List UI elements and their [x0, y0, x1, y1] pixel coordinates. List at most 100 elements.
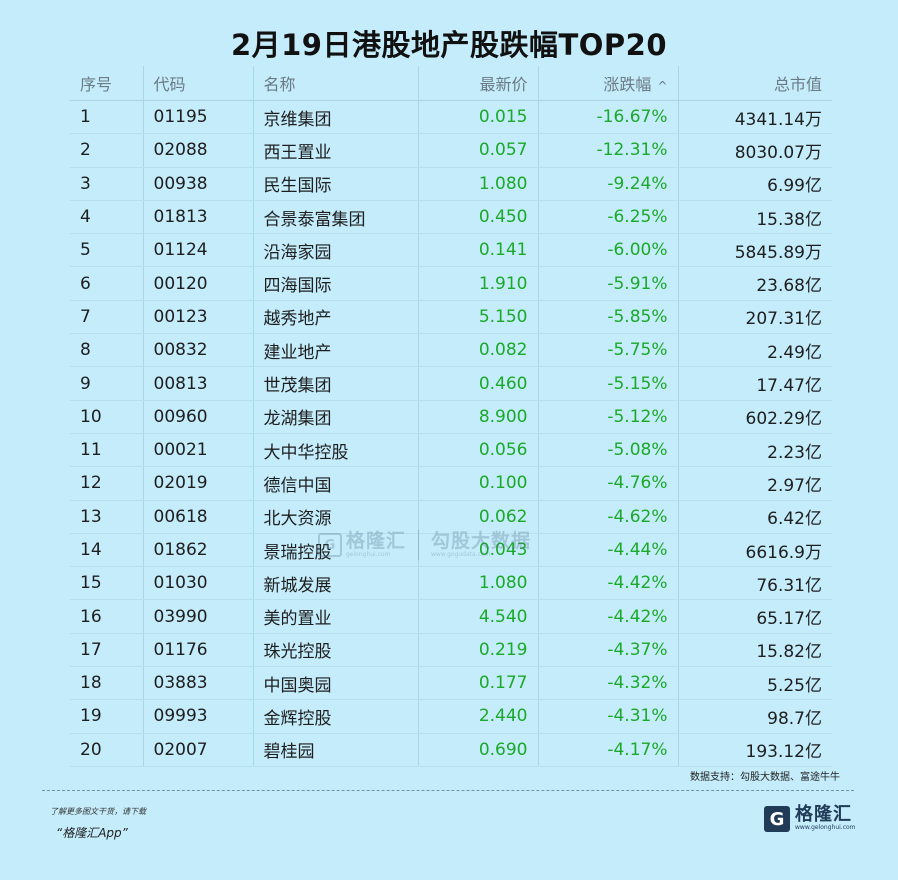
cell-code: 01124 — [142, 233, 253, 268]
cell-rank: 16 — [70, 599, 143, 634]
cell-code: 00813 — [142, 366, 253, 401]
cell-code: 00832 — [142, 333, 253, 368]
cell-change: -9.24% — [537, 167, 678, 201]
cell-change: -4.42% — [537, 599, 678, 634]
cell-code: 00960 — [142, 400, 253, 434]
header-rank[interactable]: 序号 — [70, 66, 143, 101]
cell-change: -4.32% — [537, 666, 678, 701]
header-name[interactable]: 名称 — [252, 66, 418, 101]
cell-price: 1.910 — [417, 266, 538, 301]
cell-market-cap: 23.68亿 — [677, 266, 832, 301]
cell-name: 中国奥园 — [252, 666, 418, 701]
table-row[interactable]: 4 01813 合景泰富集团 0.450 -6.25% 15.38亿 — [70, 200, 832, 235]
cell-market-cap: 5.25亿 — [677, 666, 832, 701]
cell-price: 1.080 — [417, 566, 538, 601]
cell-code: 00618 — [142, 500, 253, 534]
table-row[interactable]: 9 00813 世茂集团 0.460 -5.15% 17.47亿 — [70, 366, 832, 401]
cell-change: -4.44% — [537, 533, 678, 568]
cell-rank: 12 — [70, 466, 143, 501]
table-row[interactable]: 19 09993 金辉控股 2.440 -4.31% 98.7亿 — [70, 699, 832, 734]
cell-name: 沿海家园 — [252, 233, 418, 268]
cell-price: 4.540 — [417, 599, 538, 634]
cell-price: 2.440 — [417, 699, 538, 734]
table-row[interactable]: 3 00938 民生国际 1.080 -9.24% 6.99亿 — [70, 167, 832, 201]
cell-name: 建业地产 — [252, 333, 418, 368]
table-row[interactable]: 10 00960 龙湖集团 8.900 -5.12% 602.29亿 — [70, 400, 832, 434]
page-title: 2月19日港股地产股跌幅TOP20 — [230, 28, 668, 62]
cell-change: -4.17% — [537, 733, 678, 767]
source-note: 数据支持：勾股大数据、富途牛牛 — [690, 772, 840, 783]
cell-rank: 8 — [70, 333, 143, 368]
cell-price: 0.690 — [417, 733, 538, 767]
cell-market-cap: 602.29亿 — [677, 400, 832, 434]
cell-name: 世茂集团 — [252, 366, 418, 401]
cell-rank: 17 — [70, 633, 143, 668]
table-body: 1 01195 京维集团 0.015 -16.67% 4341.14万 2 02088 西王置业… — [70, 100, 832, 767]
cell-code: 02007 — [142, 733, 253, 767]
table-row[interactable]: 13 00618 北大资源 0.062 -4.62% 6.42亿 — [70, 500, 832, 534]
cell-change: -6.25% — [537, 200, 678, 235]
header-change[interactable]: 涨跌幅 ^ — [537, 66, 678, 101]
cell-price: 0.100 — [417, 466, 538, 501]
cell-name: 越秀地产 — [252, 300, 418, 335]
brand-url: www.gelonghui.com — [795, 824, 856, 831]
cell-market-cap: 6616.9万 — [677, 533, 832, 568]
cell-market-cap: 6.42亿 — [677, 500, 832, 534]
cell-code: 01813 — [142, 200, 253, 235]
cell-change: -4.76% — [537, 466, 678, 501]
header-price[interactable]: 最新价 — [417, 66, 538, 101]
cell-price: 0.043 — [417, 533, 538, 568]
table-row[interactable]: 5 01124 沿海家园 0.141 -6.00% 5845.89万 — [70, 233, 832, 268]
cell-market-cap: 15.82亿 — [677, 633, 832, 668]
cell-change: -5.91% — [537, 266, 678, 301]
cell-price: 0.057 — [417, 133, 538, 168]
cell-price: 0.082 — [417, 333, 538, 368]
table-row[interactable]: 8 00832 建业地产 0.082 -5.75% 2.49亿 — [70, 333, 832, 368]
table-row[interactable]: 14 01862 景瑞控股 0.043 -4.44% 6616.9万 — [70, 533, 832, 568]
table-row[interactable]: 2 02088 西王置业 0.057 -12.31% 8030.07万 — [70, 133, 832, 168]
cell-rank: 13 — [70, 500, 143, 534]
cell-market-cap: 4341.14万 — [677, 100, 832, 135]
cell-rank: 7 — [70, 300, 143, 335]
table-row[interactable]: 15 01030 新城发展 1.080 -4.42% 76.31亿 — [70, 566, 832, 601]
table-row[interactable]: 20 02007 碧桂园 0.690 -4.17% 193.12亿 — [70, 733, 832, 767]
cell-market-cap: 15.38亿 — [677, 200, 832, 235]
cell-market-cap: 5845.89万 — [677, 233, 832, 268]
cell-change: -5.12% — [537, 400, 678, 434]
cell-price: 0.062 — [417, 500, 538, 534]
cell-code: 09993 — [142, 699, 253, 734]
cell-price: 0.177 — [417, 666, 538, 701]
table-row[interactable]: 18 03883 中国奥园 0.177 -4.32% 5.25亿 — [70, 666, 832, 701]
cell-name: 景瑞控股 — [252, 533, 418, 568]
cell-rank: 15 — [70, 566, 143, 601]
cell-price: 8.900 — [417, 400, 538, 434]
cell-code: 02088 — [142, 133, 253, 168]
table-row[interactable]: 1 01195 京维集团 0.015 -16.67% 4341.14万 — [70, 100, 832, 135]
sort-ascending-icon[interactable]: ^ — [657, 79, 668, 93]
cell-price: 0.015 — [417, 100, 538, 135]
table-row[interactable]: 12 02019 德信中国 0.100 -4.76% 2.97亿 — [70, 466, 832, 501]
cell-name: 金辉控股 — [252, 699, 418, 734]
header-market-cap[interactable]: 总市值 — [677, 66, 832, 101]
cell-code: 03883 — [142, 666, 253, 701]
cell-name: 德信中国 — [252, 466, 418, 501]
promo-line-1: 了解更多图文干货，请下载 — [50, 807, 146, 816]
cell-change: -6.00% — [537, 233, 678, 268]
cell-code: 02019 — [142, 466, 253, 501]
table-row[interactable]: 7 00123 越秀地产 5.150 -5.85% 207.31亿 — [70, 300, 832, 335]
header-code[interactable]: 代码 — [142, 66, 253, 101]
cell-market-cap: 193.12亿 — [677, 733, 832, 767]
table-header-row: 序号 代码 名称 最新价 涨跌幅 ^ 总市值 — [70, 66, 832, 101]
cell-price: 0.450 — [417, 200, 538, 235]
table-row[interactable]: 6 00120 四海国际 1.910 -5.91% 23.68亿 — [70, 266, 832, 301]
cell-price: 0.141 — [417, 233, 538, 268]
cell-market-cap: 2.97亿 — [677, 466, 832, 501]
cell-name: 大中华控股 — [252, 433, 418, 468]
cell-change: -5.15% — [537, 366, 678, 401]
table-row[interactable]: 11 00021 大中华控股 0.056 -5.08% 2.23亿 — [70, 433, 832, 468]
footer-divider — [42, 790, 854, 791]
cell-name: 龙湖集团 — [252, 400, 418, 434]
table-row[interactable]: 16 03990 美的置业 4.540 -4.42% 65.17亿 — [70, 599, 832, 634]
cell-name: 民生国际 — [252, 167, 418, 201]
table-row[interactable]: 17 01176 珠光控股 0.219 -4.37% 15.82亿 — [70, 633, 832, 668]
